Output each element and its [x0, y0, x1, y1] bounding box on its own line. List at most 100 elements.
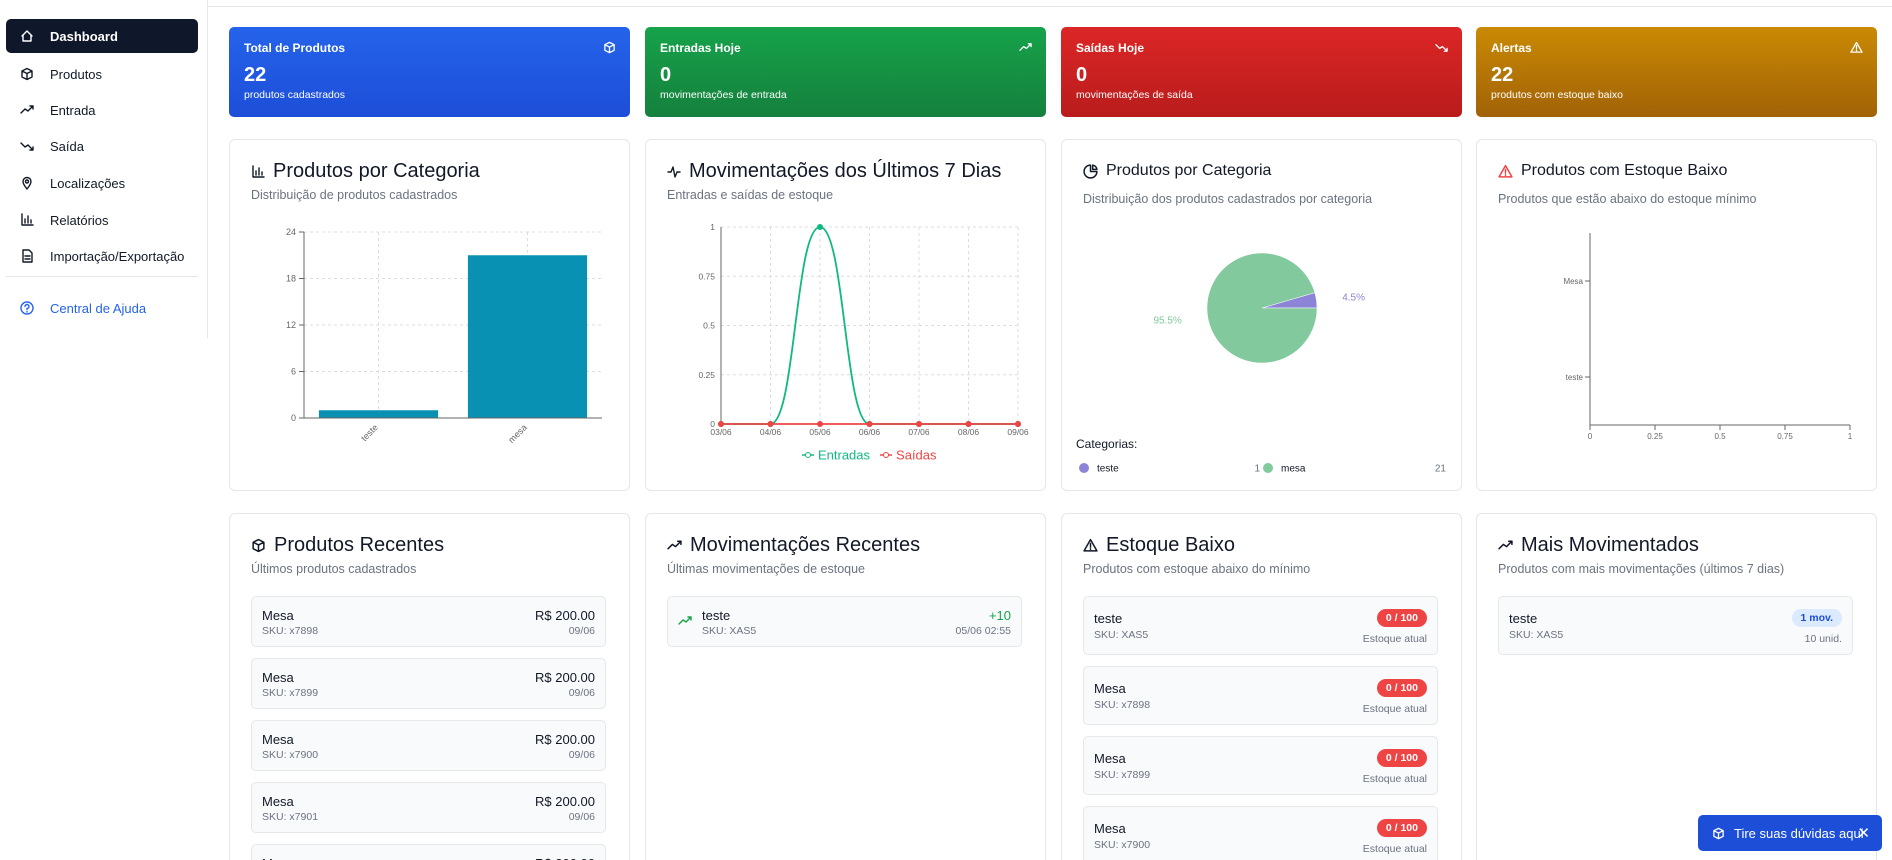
item-sku: SKU: x7899 — [1094, 769, 1151, 781]
panel-subtitle: Últimas movimentações de estoque — [667, 562, 866, 576]
x-tick-label: 09/06 — [1007, 427, 1029, 437]
stock-badge: 0 / 100 — [1376, 749, 1427, 767]
x-tick-label: teste — [359, 422, 380, 443]
list-item[interactable]: teste SKU: XAS5 0 / 100 Estoque atual — [1083, 596, 1438, 655]
chart-panel: 0 0.25 0.5 0.75 1 Mesa teste Produtos com Estoq… — [1476, 139, 1877, 491]
item-name: teste — [1509, 611, 1538, 626]
help-link[interactable]: Central de Ajuda — [6, 291, 198, 325]
item-sku: SKU: x7898 — [1094, 699, 1151, 711]
icon-shape — [1435, 44, 1448, 52]
icon-shape — [22, 176, 32, 190]
point — [718, 421, 724, 427]
chart-panel: 0 6 12 18 24 teste mesa Produtos por Categoria D… — [229, 139, 630, 491]
item-qty: +10 — [988, 608, 1011, 623]
y-tick-label: 18 — [286, 274, 296, 284]
icon — [678, 616, 692, 625]
top-bar — [208, 0, 1892, 7]
panel-title-text: Produtos Recentes — [274, 534, 445, 556]
chart: 4.5% 95.5% Categorias: teste 1 mesa 21 — [1076, 252, 1447, 475]
x-tick-label: 0.5 — [1714, 432, 1726, 441]
point — [817, 224, 823, 230]
list-item[interactable]: Mesa SKU: x7898 0 / 100 Estoque atual — [1083, 666, 1438, 725]
point — [1015, 421, 1021, 427]
item-price: R$ 200.00 — [535, 794, 595, 809]
point — [866, 421, 873, 427]
nav-item[interactable]: Importação/Exportação — [6, 239, 198, 273]
y-tick-label: 0.5 — [703, 321, 715, 331]
slice-label: 95.5% — [1153, 315, 1181, 326]
x-tick-label: 07/06 — [908, 427, 930, 437]
chart-panel: 4.5% 95.5% Categorias: teste 1 mesa 21 Produtos… — [1061, 139, 1462, 491]
icon-shape — [21, 67, 33, 81]
item-name: Mesa — [262, 670, 294, 685]
list-item[interactable]: teste SKU: XAS5 +10 05/06 02:55 — [667, 596, 1022, 647]
icon-shape — [604, 41, 615, 54]
icon — [604, 41, 615, 54]
nav-item[interactable]: Relatórios — [6, 203, 198, 237]
list-item[interactable]: Mesa R$ 200.00 — [251, 844, 606, 860]
icon — [20, 142, 34, 151]
nav-label: Localizações — [50, 175, 126, 191]
nav-item[interactable]: Entrada — [6, 93, 198, 127]
panel-title: Produtos com Estoque Baixo — [1498, 162, 1727, 180]
panel-title-text: Mais Movimentados — [1521, 534, 1699, 556]
nav-item[interactable]: Saída — [6, 129, 198, 163]
nav-item[interactable]: Produtos — [6, 57, 198, 91]
list-panel: Mais Movimentados Produtos com mais movim… — [1476, 513, 1877, 860]
icon-shape — [678, 616, 692, 625]
stat-card: Alertas 22 produtos com estoque baixo — [1476, 27, 1877, 117]
panel-title: Movimentações dos Últimos 7 Dias — [667, 160, 1001, 183]
list-item[interactable]: teste SKU: XAS5 1 mov. 10 unid. — [1498, 596, 1853, 655]
x-tick-label: mesa — [506, 422, 529, 445]
icon — [1083, 163, 1098, 179]
panel-title: Produtos por Categoria — [251, 160, 480, 183]
icon — [20, 301, 34, 315]
panel-title-text: Estoque Baixo — [1106, 534, 1235, 556]
list-item[interactable]: Mesa SKU: x7900 0 / 100 Estoque atual — [1083, 806, 1438, 860]
help-button-label: Tire suas dúvidas aqui — [1734, 825, 1864, 841]
stat-value: 0 — [1076, 64, 1088, 86]
panel-subtitle: Produtos com estoque abaixo do mínimo — [1083, 562, 1311, 576]
legend: Entradas Saídas — [801, 448, 937, 463]
list-item[interactable]: Mesa SKU: x7899 R$ 200.00 09/06 — [251, 658, 606, 709]
icon-shape — [1713, 827, 1724, 839]
list-item[interactable]: Mesa SKU: x7899 0 / 100 Estoque atual — [1083, 736, 1438, 795]
item-name: teste — [1094, 611, 1123, 626]
panel-title-text: Produtos por Categoria — [273, 160, 480, 182]
icon — [1019, 43, 1032, 51]
stock-badge: 0 / 100 — [1376, 609, 1427, 627]
item-name: Mesa — [262, 856, 294, 860]
nav-item[interactable]: Localizações — [6, 166, 198, 200]
nav-label: Produtos — [50, 66, 103, 82]
close-button[interactable]: ✕ — [1857, 825, 1870, 842]
nav-item[interactable]: Dashboard — [6, 19, 198, 53]
nav-label: Saída — [50, 138, 84, 154]
bar — [467, 255, 588, 418]
slice-label: 4.5% — [1342, 293, 1365, 304]
stat-card: Entradas Hoje 0 movimentações de entrada — [645, 27, 1046, 117]
help-button[interactable]: Tire suas dúvidas aqui ✕ — [1698, 815, 1882, 851]
list-item[interactable]: Mesa SKU: x7900 R$ 200.00 09/06 — [251, 720, 606, 771]
item-date: 09/06 — [568, 625, 595, 637]
item-price: R$ 200.00 — [535, 670, 595, 685]
stat-value: 22 — [1491, 64, 1514, 86]
list-item[interactable]: Mesa SKU: x7901 R$ 200.00 09/06 — [251, 782, 606, 833]
y-tick-label: 24 — [286, 227, 296, 237]
legend-dot — [1263, 463, 1273, 473]
legend-count: 21 — [1435, 464, 1447, 475]
icon — [667, 540, 682, 550]
stat-title: Alertas — [1491, 41, 1532, 55]
moves-badge: 1 mov. — [1791, 609, 1842, 627]
x-tick-label: 05/06 — [809, 427, 831, 437]
icon-shape — [20, 105, 34, 114]
list-panel: Estoque Baixo Produtos com estoque abaixo… — [1061, 513, 1462, 860]
stat-subtitle: produtos com estoque baixo — [1491, 89, 1623, 101]
stat-card: Total de Produtos 22 produtos cadastrados — [229, 27, 630, 117]
icon-shape — [1850, 41, 1863, 53]
icon — [22, 176, 32, 190]
icon-shape — [667, 540, 682, 550]
stock-badge: 0 / 100 — [1376, 679, 1427, 697]
panel-title: Estoque Baixo — [1083, 534, 1235, 557]
list-item[interactable]: Mesa SKU: x7898 R$ 200.00 09/06 — [251, 596, 606, 647]
sidebar: Dashboard Produtos Entrada Saída Localizaçõe… — [0, 0, 208, 338]
